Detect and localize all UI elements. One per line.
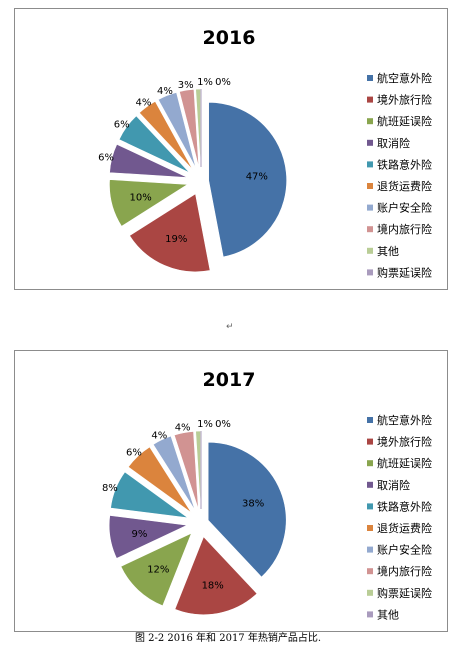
pie-slice-3 bbox=[109, 179, 189, 227]
legend-label-3: 航班延误险 bbox=[377, 114, 432, 128]
legend-swatch-8 bbox=[367, 226, 373, 233]
pie-slices bbox=[108, 430, 287, 616]
pie-chart-2016-svg: 2016 47% 19% 10% 6% 6% 4% 4% 3% 1% 0% 航空意外险境外旅行险航班延… bbox=[98, 27, 432, 279]
legend-swatch-6 bbox=[367, 525, 373, 531]
legend-swatch-3 bbox=[367, 118, 373, 125]
pie-label-3: 10% bbox=[129, 193, 151, 204]
legend-label-9: 其他 bbox=[377, 245, 399, 258]
pie-slice-5 bbox=[118, 115, 190, 174]
legend-swatch-2 bbox=[367, 96, 373, 103]
chart-title: 2017 bbox=[203, 369, 256, 391]
legend-swatch-3 bbox=[367, 460, 373, 467]
pie-slice-7 bbox=[157, 92, 197, 169]
pie-label-10: 0% bbox=[215, 419, 231, 430]
pie-label-3: 12% bbox=[147, 564, 169, 575]
pie-label-7: 4% bbox=[157, 86, 173, 97]
pie-label-1: 38% bbox=[242, 498, 264, 509]
legend-swatch-5 bbox=[367, 503, 373, 510]
pie-label-1: 47% bbox=[246, 172, 268, 183]
chart-legend: 航空意外险境外旅行险航班延误险取消险铁路意外险退货运费险账户安全险境内旅行险购票… bbox=[367, 413, 432, 621]
pie-label-9: 1% bbox=[197, 77, 213, 88]
legend-label-6: 退货运费险 bbox=[377, 179, 432, 193]
figure-caption: 图 2-2 2016 年和 2017 年热销产品占比. bbox=[134, 633, 322, 644]
pie-label-8: 4% bbox=[175, 423, 191, 434]
legend-label-1: 航空意外险 bbox=[377, 413, 432, 427]
pie-slices bbox=[109, 88, 287, 273]
pie-label-4: 9% bbox=[131, 529, 147, 540]
legend-label-8: 境内旅行险 bbox=[377, 564, 432, 578]
legend-swatch-10 bbox=[367, 611, 373, 618]
pie-label-4: 6% bbox=[98, 153, 114, 164]
pie-label-7: 4% bbox=[151, 430, 167, 441]
legend-swatch-5 bbox=[367, 161, 373, 168]
chart-title: 2016 bbox=[203, 27, 256, 49]
pie-slice-8 bbox=[173, 431, 199, 510]
pie-label-5: 8% bbox=[102, 483, 118, 494]
legend-swatch-8 bbox=[367, 568, 373, 575]
chart-2016: 2016 47% 19% 10% 6% 6% 4% 4% 3% 1% 0% 航空意外险境外旅行险航班延… bbox=[14, 8, 448, 290]
legend-label-6: 退货运费险 bbox=[377, 521, 432, 535]
legend-label-2: 境外旅行险 bbox=[377, 93, 432, 107]
legend-label-5: 铁路意外险 bbox=[377, 157, 432, 171]
pie-slice-5 bbox=[110, 471, 189, 519]
pie-slice-3 bbox=[120, 532, 192, 607]
pie-slice-4 bbox=[108, 515, 189, 559]
pie-label-5: 6% bbox=[114, 119, 130, 130]
legend-swatch-2 bbox=[367, 438, 373, 445]
legend-label-3: 航班延误险 bbox=[377, 456, 432, 470]
pie-slice-2 bbox=[129, 193, 211, 273]
legend-swatch-4 bbox=[367, 139, 373, 146]
chart-legend: 航空意外险境外旅行险航班延误险取消险铁路意外险退货运费险账户安全险境内旅行险其他… bbox=[367, 71, 432, 279]
legend-label-2: 境外旅行险 bbox=[377, 435, 432, 449]
legend-swatch-7 bbox=[367, 204, 373, 211]
legend-label-4: 取消险 bbox=[377, 136, 410, 150]
chart-2017: 2017 38% 18% 12% 9% 8% 6% 4% 4% 1% 0% 航空意外险境外旅行险航班延… bbox=[14, 350, 448, 632]
legend-label-10: 其他 bbox=[377, 608, 399, 621]
pie-slice-8 bbox=[179, 89, 200, 168]
legend-swatch-4 bbox=[367, 481, 373, 488]
pie-slice-6 bbox=[138, 100, 194, 170]
pie-label-9: 1% bbox=[197, 419, 213, 430]
legend-swatch-9 bbox=[367, 247, 373, 254]
legend-label-10: 购票延误险 bbox=[377, 265, 432, 279]
legend-swatch-1 bbox=[367, 417, 373, 423]
pie-slice-2 bbox=[174, 536, 258, 616]
legend-label-1: 航空意外险 bbox=[377, 71, 432, 85]
legend-label-7: 账户安全险 bbox=[377, 201, 432, 215]
pie-slice-1 bbox=[208, 101, 287, 258]
pie-label-8: 3% bbox=[178, 80, 194, 91]
legend-swatch-9 bbox=[367, 589, 373, 596]
legend-swatch-1 bbox=[367, 75, 373, 81]
legend-swatch-6 bbox=[367, 183, 373, 189]
legend-label-8: 境内旅行险 bbox=[377, 222, 432, 236]
legend-label-5: 铁路意外险 bbox=[377, 499, 432, 513]
pie-label-2: 18% bbox=[202, 580, 224, 591]
pie-label-10: 0% bbox=[215, 77, 231, 88]
legend-label-4: 取消险 bbox=[377, 478, 410, 492]
legend-swatch-10 bbox=[367, 269, 373, 276]
pie-slice-7 bbox=[152, 435, 196, 511]
paragraph-mark: ↵ bbox=[226, 322, 234, 332]
pie-slice-6 bbox=[127, 446, 192, 514]
pie-label-2: 19% bbox=[165, 234, 187, 245]
pie-slice-4 bbox=[109, 143, 188, 178]
pie-slice-1 bbox=[207, 441, 287, 578]
pie-label-6: 4% bbox=[135, 98, 151, 109]
legend-swatch-7 bbox=[367, 546, 373, 553]
pie-label-6: 6% bbox=[126, 448, 142, 459]
legend-label-7: 账户安全险 bbox=[377, 543, 432, 557]
pie-chart-2017-svg: 2017 38% 18% 12% 9% 8% 6% 4% 4% 1% 0% 航空意外险境外旅行险航班延… bbox=[102, 369, 432, 621]
legend-label-9: 购票延误险 bbox=[377, 586, 432, 600]
